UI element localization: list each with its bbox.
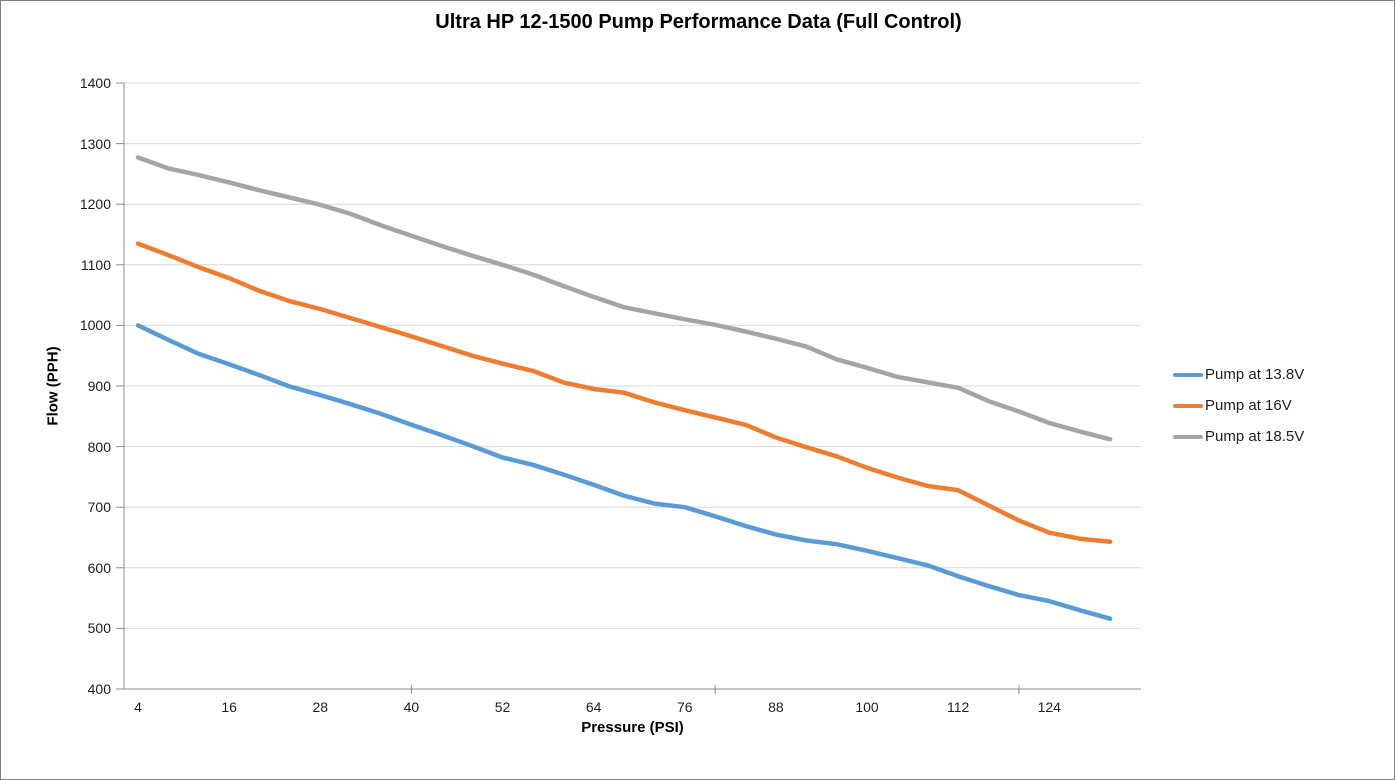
- chart-title: Ultra HP 12-1500 Pump Performance Data (…: [435, 11, 962, 33]
- x-tick-label: 124: [1037, 699, 1061, 715]
- x-tick-label: 112: [946, 699, 970, 715]
- legend-item: Pump at 13.8V: [1173, 359, 1304, 390]
- x-tick-label: 88: [768, 699, 784, 715]
- legend-item: Pump at 16V: [1173, 390, 1304, 421]
- series-line: [135, 155, 1113, 442]
- series-line: [135, 323, 1113, 621]
- y-tick-label: 700: [87, 499, 111, 516]
- legend-label: Pump at 13.8V: [1205, 366, 1305, 383]
- y-tick-label: 1300: [79, 135, 111, 152]
- legend: Pump at 13.8V Pump at 16V Pump at 18.5V: [1173, 359, 1304, 452]
- y-tick-label: 400: [87, 681, 111, 697]
- series-line: [135, 241, 1113, 544]
- x-tick-label: 100: [855, 699, 879, 715]
- x-axis-title: Pressure (PSI): [581, 719, 684, 736]
- y-tick-label: 1100: [80, 256, 111, 273]
- y-tick-label: 900: [87, 378, 111, 394]
- legend-line-swatch-icon: [1173, 372, 1203, 377]
- legend-label: Pump at 18.5V: [1205, 428, 1305, 445]
- y-tick-label: 1200: [79, 196, 111, 213]
- legend-item: Pump at 18.5V: [1173, 421, 1304, 452]
- legend-line-swatch-icon: [1173, 403, 1203, 408]
- x-tick-label: 40: [403, 699, 420, 715]
- legend-label: Pump at 16V: [1205, 397, 1292, 414]
- y-tick-label: 1000: [79, 317, 111, 334]
- x-tick-label: 16: [221, 699, 237, 715]
- y-tick-label: 500: [87, 620, 111, 637]
- y-tick-label: 1400: [79, 75, 111, 91]
- x-tick-label: 4: [134, 699, 142, 715]
- legend-line-swatch-icon: [1173, 434, 1203, 439]
- y-tick-label: 600: [87, 559, 111, 576]
- y-axis-title: Flow (PPH): [44, 346, 62, 426]
- x-tick-label: 76: [676, 699, 693, 715]
- x-tick-label: 64: [585, 699, 602, 715]
- y-tick-label: 800: [87, 438, 111, 455]
- x-tick-label: 28: [312, 699, 329, 715]
- x-tick-label: 52: [494, 699, 511, 715]
